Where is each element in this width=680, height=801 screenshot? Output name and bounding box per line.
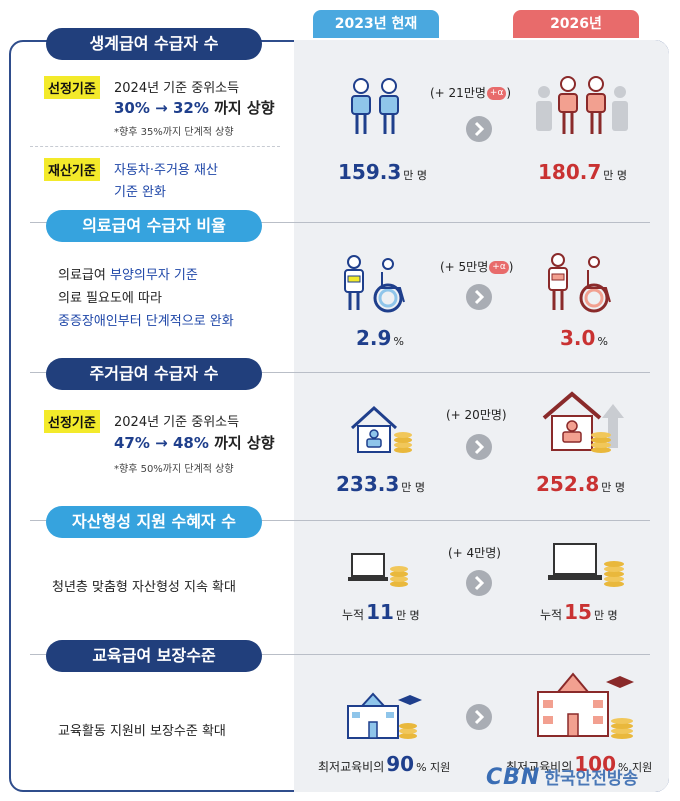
wheelchair-icon — [344, 255, 405, 313]
arrow-right-icon — [466, 284, 492, 310]
section-divider — [30, 654, 650, 655]
asset-line: 청년층 맞춤형 자산형성 지속 확대 — [52, 580, 236, 595]
delta-label: (+ 5만명 +α) — [440, 260, 514, 274]
arrow-right-icon — [466, 434, 492, 460]
house-icon — [542, 391, 624, 453]
broadcaster-name: 한국안전방송 — [544, 769, 639, 789]
section-divider — [30, 520, 650, 521]
people-group-icon — [536, 76, 628, 134]
dotted-divider — [30, 146, 280, 147]
school-icon — [537, 672, 634, 739]
criteria-line: 2024년 기준 중위소득 — [114, 415, 240, 430]
section-title-livelihood: 생계급여 수급자 수 — [46, 28, 262, 60]
value-2026: 252.8 만 명 — [536, 472, 626, 496]
arrow-text: → — [155, 99, 168, 117]
arrow-right-icon — [466, 116, 492, 142]
arrow-right-icon — [466, 704, 492, 730]
criteria-change: 47% → 48% 까지 상향 — [114, 432, 275, 453]
header-current-year: 2023년 현재 — [313, 10, 439, 38]
from-percent: 47% — [114, 434, 150, 452]
header-target-year: 2026년 — [513, 10, 639, 38]
arrow-text: → — [155, 434, 168, 452]
raise-text: 까지 상향 — [214, 434, 275, 452]
section-title-medical: 의료급여 수급자 비율 — [46, 210, 262, 242]
section-divider — [30, 372, 650, 373]
medical-line-3: 중증장애인부터 단계적으로 완화 — [58, 314, 234, 329]
property-line-1: 자동차·주거용 재산 — [114, 163, 218, 178]
school-icon — [347, 692, 422, 739]
delta-label: (+ 21만명 +α) — [430, 86, 512, 100]
value-2026: 3.0% — [560, 326, 608, 350]
to-percent: 48% — [172, 434, 209, 452]
education-line: 교육활동 지원비 보장수준 확대 — [58, 724, 226, 739]
section-title-housing: 주거급여 수급자 수 — [46, 358, 262, 390]
value-2026: 최저교육비의 100% 지원 — [506, 752, 653, 776]
to-percent: 32% — [172, 99, 209, 117]
section-title-asset: 자산형성 지원 수혜자 수 — [46, 506, 262, 538]
criteria-tag: 선정기준 — [44, 410, 100, 433]
criteria-change: 30% → 32% 까지 상향 — [114, 97, 275, 118]
from-percent: 30% — [114, 99, 150, 117]
value-2023: 159.3 만 명 — [338, 160, 428, 184]
people-icon — [351, 78, 399, 134]
section-title-education: 교육급여 보장수준 — [46, 640, 262, 672]
criteria-note: *향후 50%까지 단계적 상향 — [114, 464, 234, 475]
value-2026: 180.7 만 명 — [538, 160, 628, 184]
criteria-tag: 선정기준 — [44, 76, 100, 99]
value-2023: 최저교육비의 90% 지원 — [318, 752, 451, 776]
laptop-coins-icon — [548, 543, 624, 587]
criteria-line: 2024년 기준 중위소득 — [114, 81, 240, 96]
criteria-note: *향후 35%까지 단계적 상향 — [114, 127, 234, 138]
delta-label: (+ 20만명) — [446, 408, 507, 422]
raise-text: 까지 상향 — [214, 99, 275, 117]
value-2023: 233.3 만 명 — [336, 472, 426, 496]
medical-line-1: 의료급여 부양의무자 기준 — [58, 268, 198, 283]
delta-label: (+ 4만명) — [448, 546, 501, 560]
broadcaster-logo: CBN — [486, 765, 541, 790]
value-2023: 누적 11 만 명 — [342, 600, 420, 624]
arrow-right-icon — [466, 570, 492, 596]
section-divider — [30, 222, 650, 223]
value-2023: 2.9% — [356, 326, 404, 350]
value-2026: 누적 15 만 명 — [540, 600, 618, 624]
medical-line-2: 의료 필요도에 따라 — [58, 291, 162, 306]
wheelchair-icon — [548, 253, 611, 313]
property-tag: 재산기준 — [44, 158, 100, 181]
property-line-2: 기준 완화 — [114, 185, 166, 200]
watermark: CBN 한국안전방송 — [486, 764, 638, 790]
house-icon — [350, 405, 412, 453]
laptop-coins-icon — [348, 553, 408, 587]
